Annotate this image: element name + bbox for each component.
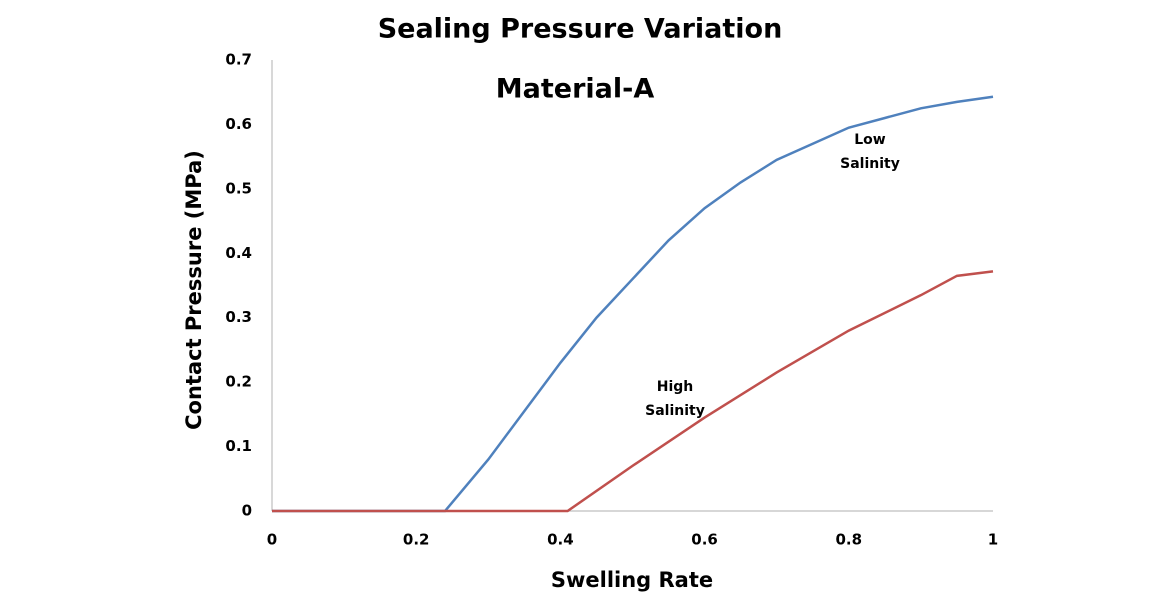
x-tick-label: 0 bbox=[267, 531, 277, 549]
line-series bbox=[272, 270, 994, 513]
y-tick-label: 0.2 bbox=[225, 373, 252, 391]
y-tick-label: 0.7 bbox=[225, 51, 252, 69]
x-tick-label: 0.8 bbox=[836, 531, 863, 549]
annotation: Low bbox=[854, 132, 886, 148]
y-tick-label: 0.5 bbox=[225, 179, 252, 197]
x-tick-label: 1 bbox=[988, 531, 998, 549]
y-tick-label: 0 bbox=[242, 502, 252, 520]
chart-title: Sealing Pressure Variation bbox=[378, 14, 783, 45]
y-tick-label: 0.4 bbox=[225, 244, 252, 262]
x-tick-label: 0.6 bbox=[691, 531, 718, 549]
x-tick-label: 0.2 bbox=[403, 531, 430, 549]
y-tick-label: 0.3 bbox=[225, 308, 252, 326]
y-tick-label: 0.1 bbox=[225, 437, 252, 455]
annotation: High bbox=[657, 379, 694, 395]
line-series bbox=[272, 95, 994, 513]
annotation: Salinity bbox=[645, 403, 705, 419]
y-axis-label: Contact Pressure (MPa) bbox=[182, 150, 206, 430]
x-axis-label: Swelling Rate bbox=[551, 568, 713, 592]
y-tick-label: 0.6 bbox=[225, 115, 252, 133]
chart-subtitle: Material-A bbox=[496, 74, 655, 105]
annotation: Salinity bbox=[840, 156, 900, 172]
x-tick-label: 0.4 bbox=[547, 531, 574, 549]
